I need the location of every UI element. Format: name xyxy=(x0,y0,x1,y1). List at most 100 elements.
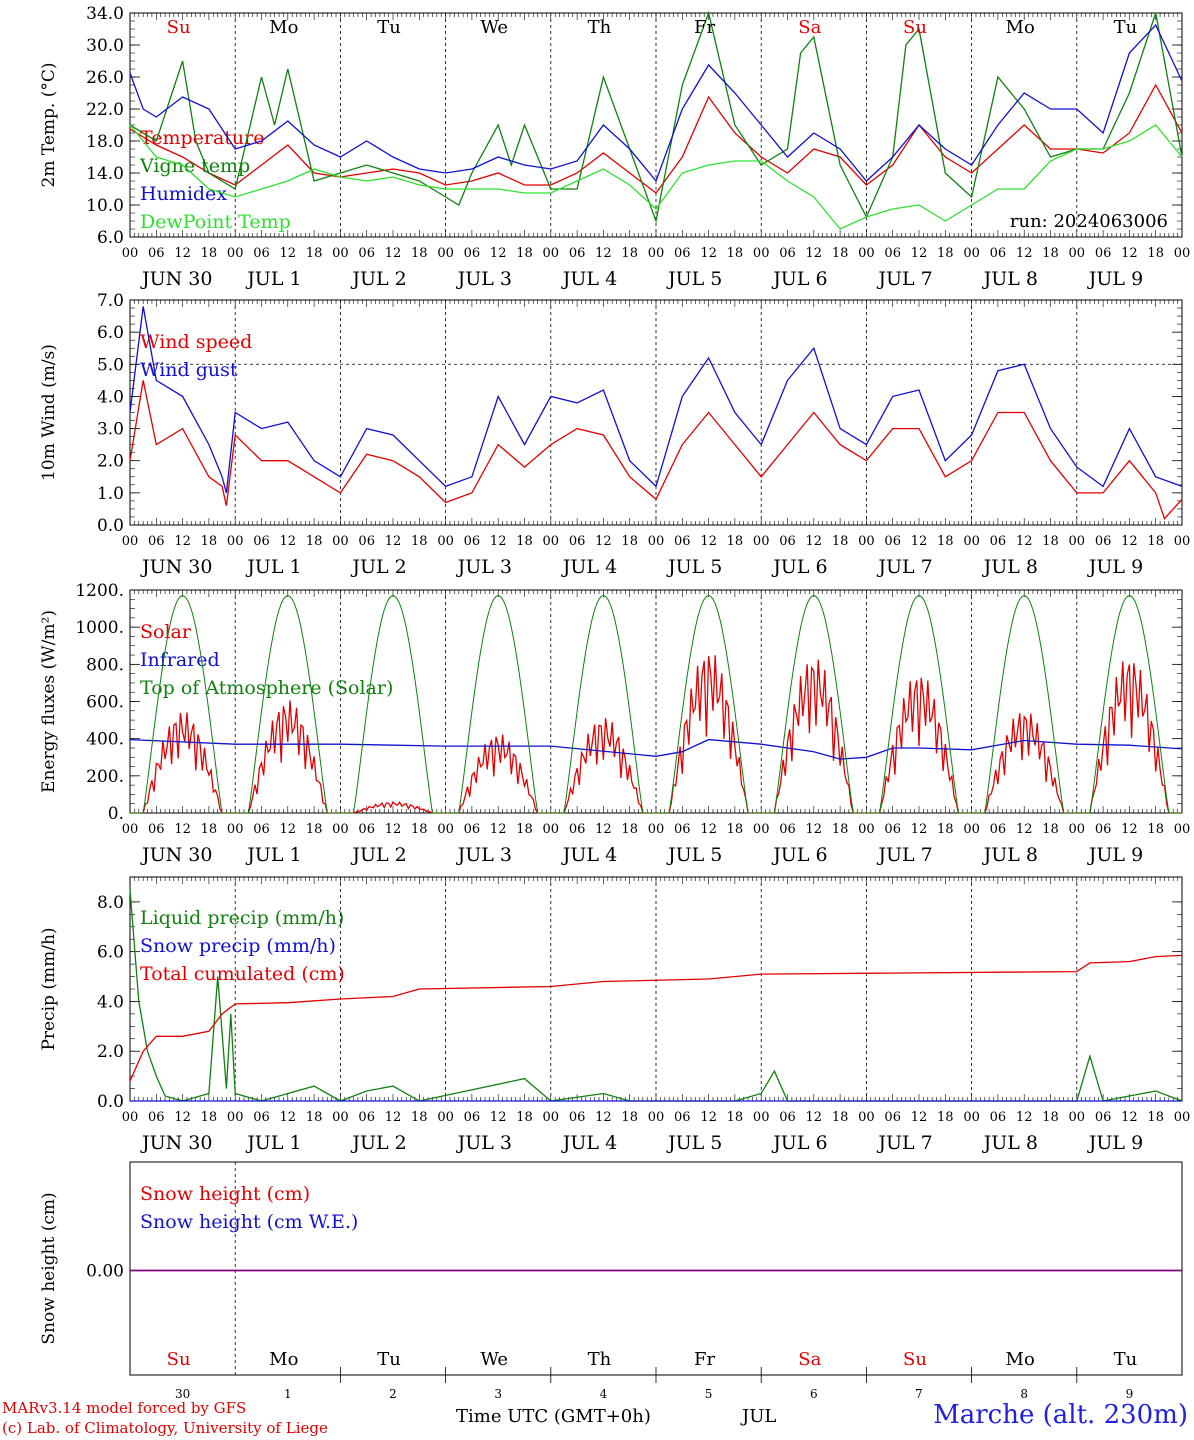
hour-tick-label: 00 xyxy=(753,822,770,837)
weekday-label: Mo xyxy=(269,1349,298,1370)
hour-tick-label: 00 xyxy=(1069,246,1086,261)
y-tick-label: 0.0 xyxy=(97,1092,124,1112)
day-number-label: 1 xyxy=(284,1387,292,1401)
hour-tick-label: 00 xyxy=(858,534,875,549)
weekday-label: Mo xyxy=(1006,1349,1035,1370)
series-line xyxy=(129,124,1183,230)
hour-tick-label: 18 xyxy=(1147,246,1164,261)
date-label: JUL 4 xyxy=(561,1132,617,1154)
y-axis-label: Energy fluxes (W/m²) xyxy=(39,610,59,793)
day-number-label: 7 xyxy=(915,1387,923,1401)
hour-tick-label: 12 xyxy=(490,1110,507,1125)
hour-tick-label: 06 xyxy=(990,822,1007,837)
legend-entry: Temperature xyxy=(140,127,264,149)
hour-tick-label: 06 xyxy=(779,534,796,549)
hour-tick-label: 06 xyxy=(884,1110,901,1125)
hour-tick-label: 00 xyxy=(227,1110,244,1125)
hour-tick-label: 12 xyxy=(174,534,191,549)
date-label: JUL 9 xyxy=(1087,268,1143,290)
hour-tick-label: 12 xyxy=(174,246,191,261)
date-label: JUL 6 xyxy=(771,556,827,578)
y-tick-label: 4.0 xyxy=(97,387,124,407)
date-label: JUL 1 xyxy=(245,844,301,866)
hour-tick-label: 18 xyxy=(727,246,744,261)
hour-tick-label: 18 xyxy=(411,246,428,261)
hour-tick-label: 18 xyxy=(1147,822,1164,837)
date-label: JUL 9 xyxy=(1087,844,1143,866)
date-label: JUL 4 xyxy=(561,268,617,290)
hour-tick-label: 06 xyxy=(358,1110,375,1125)
hour-tick-label: 18 xyxy=(1147,534,1164,549)
hour-tick-label: 00 xyxy=(963,822,980,837)
hour-tick-label: 06 xyxy=(464,246,481,261)
date-label: JUL 9 xyxy=(1087,556,1143,578)
hour-tick-label: 00 xyxy=(437,822,454,837)
hour-tick-label: 06 xyxy=(990,534,1007,549)
hour-tick-label: 00 xyxy=(963,1110,980,1125)
hour-tick-label: 18 xyxy=(306,1110,323,1125)
weekday-label: Tu xyxy=(377,1349,401,1370)
date-label: JUN 30 xyxy=(140,1132,212,1154)
hour-tick-label: 06 xyxy=(674,1110,691,1125)
hour-tick-label: 18 xyxy=(832,534,849,549)
credit-label: (c) Lab. of Climatology, University of L… xyxy=(2,1419,328,1437)
hour-tick-label: 12 xyxy=(806,246,823,261)
weekday-label: Su xyxy=(167,1349,191,1370)
hour-tick-label: 06 xyxy=(779,246,796,261)
hour-tick-label: 12 xyxy=(490,822,507,837)
y-tick-label: 1.0 xyxy=(97,484,124,504)
hour-tick-label: 06 xyxy=(779,822,796,837)
hour-tick-label: 00 xyxy=(753,1110,770,1125)
y-tick-label: 8.0 xyxy=(97,893,124,913)
weekday-label: Fr xyxy=(694,17,715,38)
weekday-label: Mo xyxy=(269,17,298,38)
hour-tick-label: 18 xyxy=(411,1110,428,1125)
legend-entry: DewPoint Temp xyxy=(140,211,291,233)
hour-tick-label: 06 xyxy=(1095,822,1112,837)
hour-tick-label: 00 xyxy=(753,246,770,261)
hour-tick-label: 18 xyxy=(937,246,954,261)
legend-entry: Snow height (cm) xyxy=(140,1183,310,1205)
hour-tick-label: 06 xyxy=(148,246,165,261)
hour-tick-label: 12 xyxy=(911,534,928,549)
hour-tick-label: 12 xyxy=(280,1110,297,1125)
day-number-label: 4 xyxy=(600,1387,608,1401)
month-label: JUL xyxy=(742,1406,777,1427)
hour-tick-label: 00 xyxy=(753,534,770,549)
series-line xyxy=(129,380,1183,520)
date-label: JUN 30 xyxy=(140,556,212,578)
hour-tick-label: 12 xyxy=(911,246,928,261)
series-line xyxy=(129,83,1183,194)
y-tick-label: 1000. xyxy=(75,618,124,638)
y-tick-label: 22.0 xyxy=(86,100,124,120)
hour-tick-label: 00 xyxy=(963,534,980,549)
weekday-label: Su xyxy=(903,1349,927,1370)
hour-tick-label: 12 xyxy=(1016,534,1033,549)
hour-tick-label: 00 xyxy=(648,822,665,837)
hour-tick-label: 18 xyxy=(1042,1110,1059,1125)
hour-tick-label: 18 xyxy=(516,534,533,549)
series-line xyxy=(129,738,1183,760)
date-label: JUL 7 xyxy=(876,1132,932,1154)
hour-tick-label: 00 xyxy=(227,534,244,549)
hour-tick-label: 00 xyxy=(122,534,139,549)
hour-tick-label: 18 xyxy=(621,246,638,261)
hour-tick-label: 12 xyxy=(911,822,928,837)
hour-tick-label: 18 xyxy=(201,246,218,261)
weekday-label: Tu xyxy=(377,17,401,38)
hour-tick-label: 12 xyxy=(806,534,823,549)
hour-tick-label: 12 xyxy=(280,822,297,837)
date-label: JUL 2 xyxy=(350,844,406,866)
hour-tick-label: 18 xyxy=(832,822,849,837)
hour-tick-label: 06 xyxy=(569,822,586,837)
hour-tick-label: 12 xyxy=(1121,246,1138,261)
hour-tick-label: 12 xyxy=(911,1110,928,1125)
hour-tick-label: 06 xyxy=(253,534,270,549)
hour-tick-label: 00 xyxy=(543,822,560,837)
hour-tick-label: 12 xyxy=(385,534,402,549)
hour-tick-label: 18 xyxy=(937,534,954,549)
weekday-label: Tu xyxy=(1114,1349,1138,1370)
day-number-label: 9 xyxy=(1126,1387,1134,1401)
y-tick-label: 34.0 xyxy=(86,4,124,24)
weekday-label: Sa xyxy=(798,17,821,38)
